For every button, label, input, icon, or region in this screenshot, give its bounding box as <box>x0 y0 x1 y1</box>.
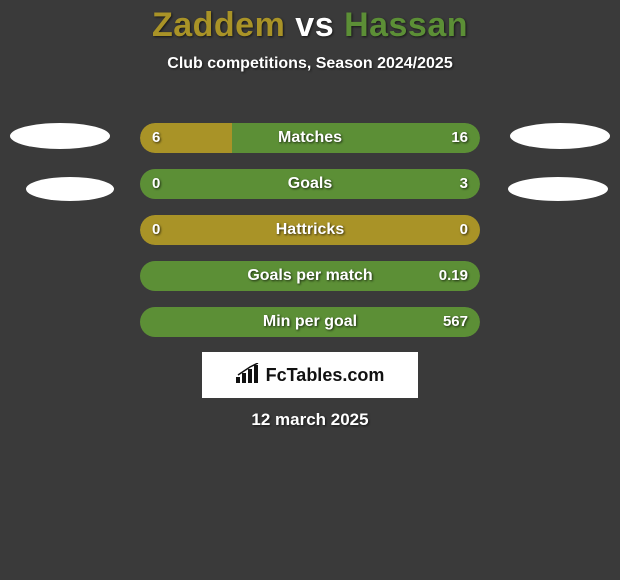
stat-rows: 6 16 Matches 0 3 Goals 0 0 Hattricks <box>0 120 620 350</box>
stat-row: 567 Min per goal <box>0 304 620 350</box>
stat-bar-right <box>140 307 480 337</box>
stat-bar <box>140 307 480 337</box>
stat-bar-right <box>140 261 480 291</box>
stat-bar-right <box>140 169 480 199</box>
brand-badge[interactable]: FcTables.com <box>202 352 418 398</box>
page-title: Zaddem vs Hassan <box>0 0 620 45</box>
player-left-name: Zaddem <box>152 6 285 44</box>
stat-bar <box>140 261 480 291</box>
stat-row: 0 0 Hattricks <box>0 212 620 258</box>
stat-value-right: 3 <box>460 169 468 199</box>
subtitle: Club competitions, Season 2024/2025 <box>0 55 620 73</box>
comparison-infographic: Zaddem vs Hassan Club competitions, Seas… <box>0 0 620 580</box>
brand-text: FcTables.com <box>266 365 385 386</box>
date-label: 12 march 2025 <box>0 410 620 430</box>
stat-row: 0 3 Goals <box>0 166 620 212</box>
stat-bar <box>140 123 480 153</box>
bar-chart-icon <box>236 363 260 388</box>
stat-bar-right <box>232 123 480 153</box>
stat-value-right: 0 <box>460 215 468 245</box>
stat-bar <box>140 169 480 199</box>
vs-separator: vs <box>295 6 334 44</box>
stat-row: 0.19 Goals per match <box>0 258 620 304</box>
stat-value-left: 0 <box>152 169 160 199</box>
player-right-name: Hassan <box>344 6 468 44</box>
stat-row: 6 16 Matches <box>0 120 620 166</box>
stat-bar <box>140 215 480 245</box>
stat-value-left: 6 <box>152 123 160 153</box>
stat-bar-left <box>140 215 480 245</box>
stat-value-left: 0 <box>152 215 160 245</box>
stat-value-right: 0.19 <box>439 261 468 291</box>
stat-value-right: 567 <box>443 307 468 337</box>
stat-value-right: 16 <box>451 123 468 153</box>
